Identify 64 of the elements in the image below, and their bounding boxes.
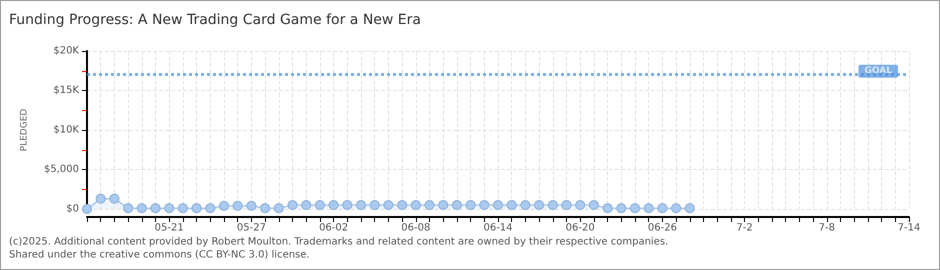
y-tick-label: $20K: [53, 46, 80, 56]
y-axis-title: PLEDGED: [20, 108, 30, 152]
y-tick-label: $10K: [53, 124, 80, 136]
point: [370, 200, 380, 210]
point: [424, 200, 434, 210]
point: [630, 203, 640, 214]
text: Shared under the creative commons (CC BY-NC 3.0) license.: [9, 250, 310, 260]
point: [232, 200, 243, 211]
point: [123, 203, 134, 214]
x-tick-label: 7-14: [898, 222, 920, 234]
x-tick-label: 06-20: [566, 222, 595, 234]
point: [548, 200, 558, 210]
point: [479, 200, 490, 210]
point: [520, 200, 530, 210]
x-tick-label: 06-26: [648, 222, 677, 234]
point: [164, 203, 174, 214]
point: [588, 200, 599, 210]
point: [301, 200, 312, 210]
x-tick-label: 7-2: [736, 222, 753, 234]
point: [562, 200, 572, 210]
point: [602, 203, 613, 214]
x-tick-label: 05-27: [236, 222, 266, 234]
point: [575, 200, 586, 210]
point: [452, 200, 462, 210]
point: [644, 203, 654, 214]
point: [274, 203, 284, 214]
point: [150, 203, 160, 214]
point: [506, 200, 517, 210]
point: [246, 200, 256, 211]
point: [136, 203, 147, 214]
point: [260, 203, 270, 214]
point: [493, 200, 503, 210]
point: [684, 203, 695, 214]
point: [109, 194, 120, 204]
point: [438, 200, 448, 210]
x-tick-label: 06-02: [319, 222, 348, 234]
x-tick-label: 06-14: [483, 222, 513, 234]
y-tick-label: $15K: [53, 85, 80, 96]
point: [192, 203, 202, 214]
text: (c)2025. Additional content provided by Robert Moulton. Trademarks and related content are owned by their respective companies.: [9, 236, 668, 248]
point: [410, 200, 421, 210]
point: [397, 200, 408, 210]
x-tick-label: 06-08: [401, 222, 430, 234]
y-tick-label: $0: [66, 204, 79, 214]
point: [342, 200, 352, 210]
chart-title: Funding Progress: A New Trading Card Game for a New Era: [9, 12, 421, 28]
point: [178, 203, 188, 214]
point: [616, 203, 626, 214]
point: [657, 203, 668, 214]
x-tick-label: 05-21: [154, 222, 184, 234]
point: [219, 200, 229, 211]
point: [205, 203, 216, 214]
y-tick-label: $5,000: [44, 164, 79, 175]
point: [671, 203, 682, 214]
point: [314, 200, 325, 210]
ref-line-label: GOAL: [864, 66, 892, 76]
point: [288, 200, 298, 210]
point: [328, 200, 339, 210]
point: [356, 200, 366, 210]
point: [383, 200, 394, 210]
point: [534, 200, 544, 210]
point: [96, 194, 106, 204]
x-tick-label: 7-8: [818, 222, 835, 234]
point: [466, 200, 476, 210]
